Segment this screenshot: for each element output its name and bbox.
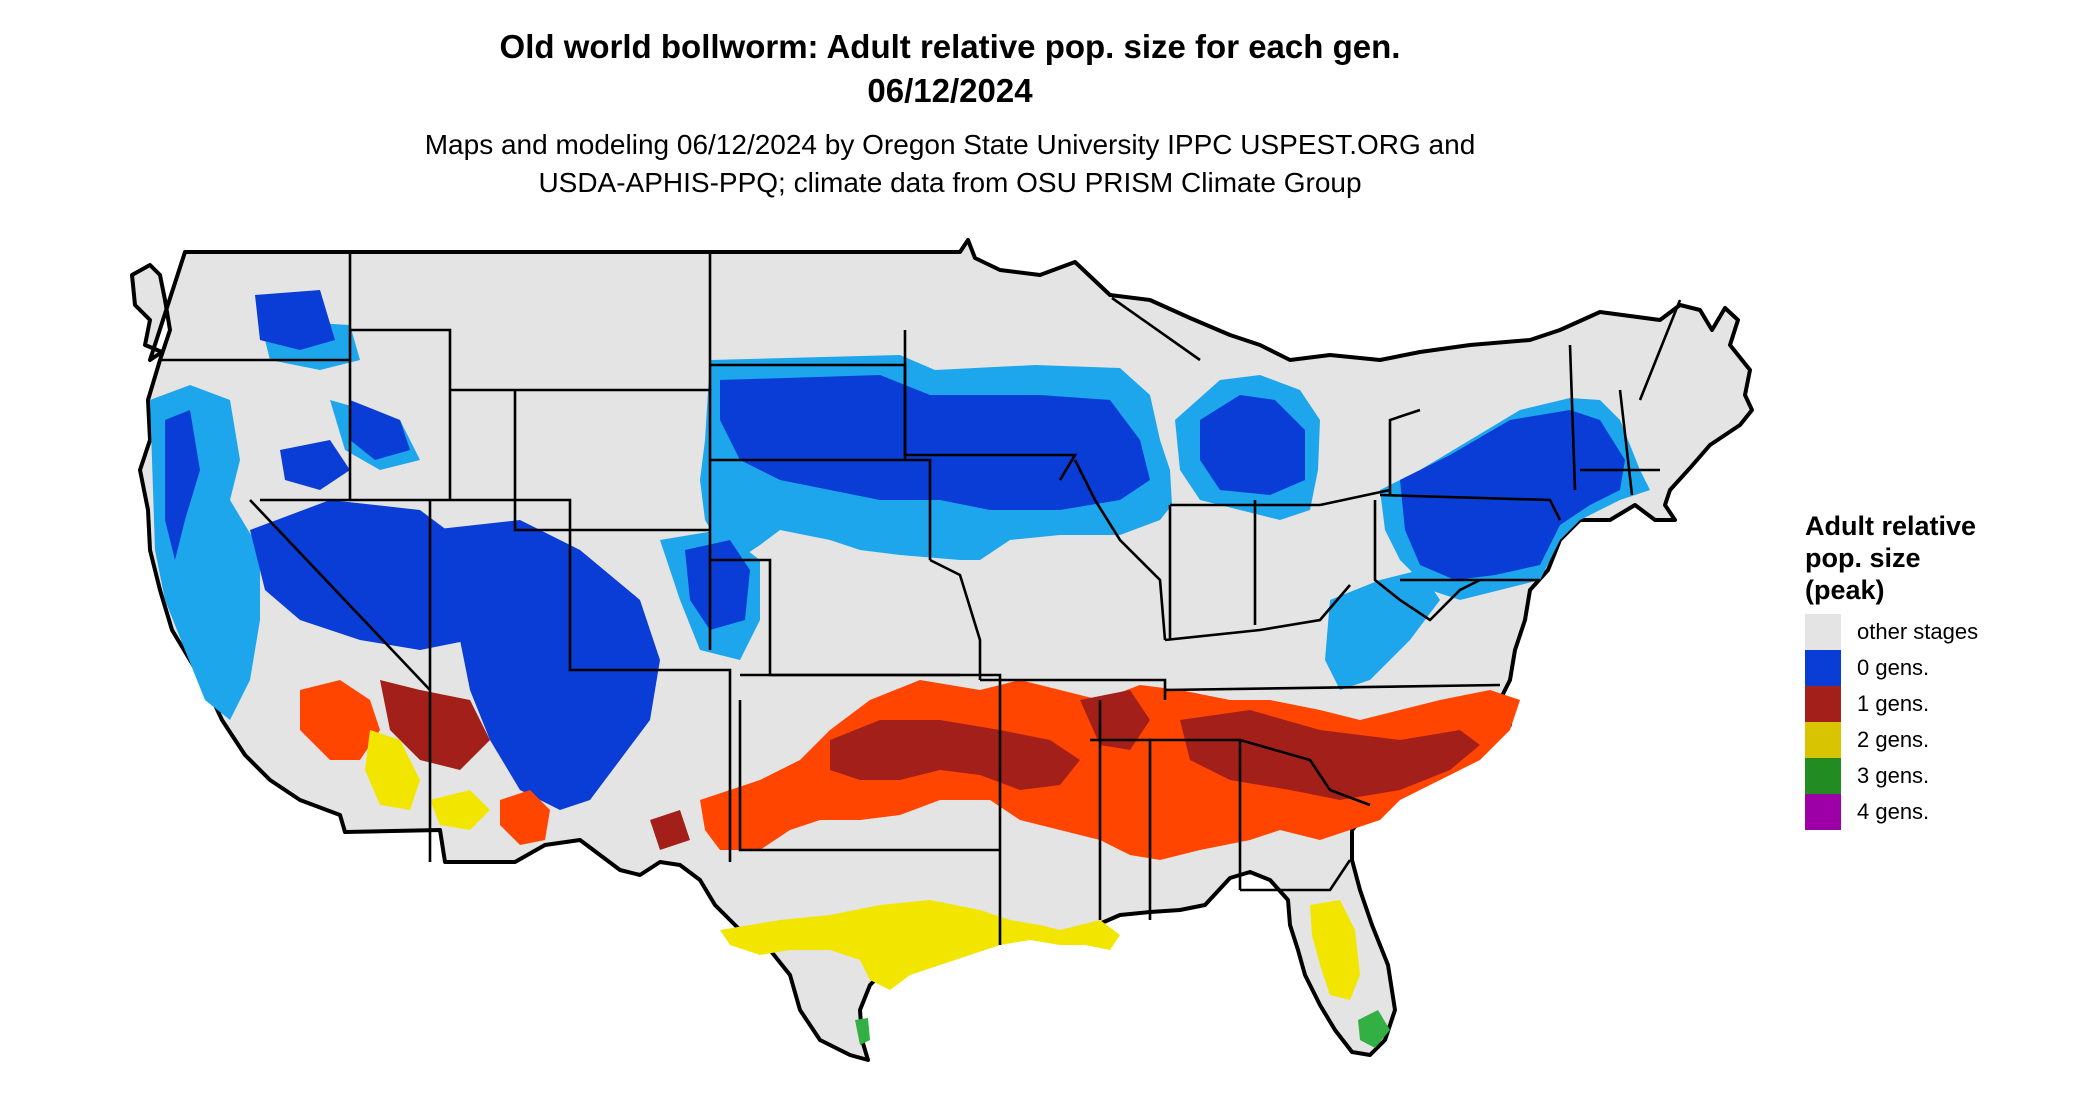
legend-swatch — [1805, 758, 1841, 794]
legend-label: 4 gens. — [1857, 799, 1930, 824]
two-gens-regions — [365, 730, 1360, 1000]
map-subtitle-line-2: USDA-APHIS-PPQ; climate data from OSU PR… — [538, 167, 1362, 198]
legend-item-other-stages: other stages — [1805, 614, 1978, 650]
legend-item-4-gens: 4 gens. — [1805, 794, 1929, 830]
legend-title: Adult relative pop. size (peak) — [1805, 510, 2055, 606]
legend: Adult relative pop. size (peak) other st… — [1805, 510, 2055, 830]
legend-swatch — [1805, 686, 1841, 722]
legend-swatch — [1805, 794, 1841, 830]
legend-swatch — [1805, 614, 1841, 650]
legend-label: 0 gens. — [1857, 655, 1930, 680]
legend-label: 3 gens. — [1857, 763, 1930, 788]
legend-item-1-gens: 1 gens. — [1805, 686, 1929, 722]
state-boundaries — [160, 252, 1682, 945]
legend-swatch — [1805, 650, 1841, 686]
map-subtitle-line-1: Maps and modeling 06/12/2024 by Oregon S… — [424, 129, 1476, 160]
us-land — [130, 238, 1754, 1062]
legend-swatch — [1805, 722, 1841, 758]
legend-item-3-gens: 3 gens. — [1805, 758, 1929, 794]
zero-gens-dark-regions — [165, 290, 1625, 810]
legend-title-line-2: pop. size — [1805, 543, 1921, 573]
legend-label: 2 gens. — [1857, 727, 1930, 752]
legend-title-line-1: Adult relative — [1805, 511, 1977, 541]
one-gen-dark-regions — [380, 680, 1480, 850]
legend-label: other stages — [1857, 619, 1979, 644]
map-date: 06/12/2024 — [867, 72, 1033, 109]
legend-label: 1 gens. — [1857, 691, 1930, 716]
legend-title-line-3: (peak) — [1805, 575, 1885, 605]
map-title: Old world bollworm: Adult relative pop. … — [499, 28, 1401, 65]
legend-item-0-gens: 0 gens. — [1805, 650, 1929, 686]
three-gens-regions — [855, 1010, 1390, 1048]
legend-item-2-gens: 2 gens. — [1805, 722, 1929, 758]
